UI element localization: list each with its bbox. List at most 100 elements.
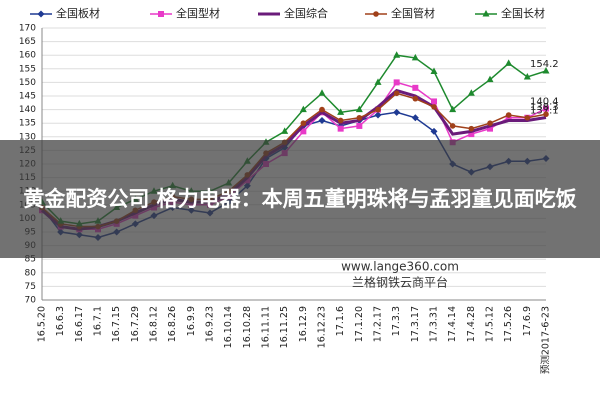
x-tick-label: 16.10.14 bbox=[223, 306, 234, 348]
marker bbox=[449, 105, 457, 113]
x-tick-label: 16.11.25 bbox=[279, 306, 290, 348]
value-label: 137.1 bbox=[530, 105, 559, 116]
marker bbox=[158, 11, 164, 17]
marker bbox=[373, 11, 379, 17]
x-tick-label: 16.8.12 bbox=[149, 306, 160, 342]
y-tick-label: 140 bbox=[19, 105, 36, 115]
marker bbox=[337, 117, 344, 124]
y-tick-label: 70 bbox=[25, 296, 37, 306]
marker bbox=[468, 125, 475, 132]
legend-label: 全国型材 bbox=[176, 6, 220, 20]
x-tick-label: 16.9.9 bbox=[186, 306, 197, 336]
value-label: 138.3 bbox=[530, 102, 559, 113]
marker bbox=[374, 111, 382, 119]
marker bbox=[411, 53, 419, 61]
legend-label: 全国板材 bbox=[56, 6, 100, 20]
x-tick-label: 17.3.31 bbox=[429, 306, 440, 342]
y-tick-label: 85 bbox=[25, 255, 36, 265]
marker bbox=[318, 116, 326, 124]
marker bbox=[430, 67, 438, 75]
marker bbox=[505, 59, 513, 66]
banner-text: 黄金配资公司 格力电器：本周五董明珠将与孟羽童见面吃饭 bbox=[23, 187, 577, 211]
x-tick-label: 16.7.29 bbox=[130, 306, 141, 342]
y-tick-label: 135 bbox=[19, 119, 36, 129]
x-tick-label: 预测2017-6-23 bbox=[541, 306, 552, 374]
marker bbox=[374, 78, 382, 85]
marker bbox=[37, 10, 45, 18]
marker bbox=[430, 127, 438, 135]
y-tick-label: 145 bbox=[19, 92, 36, 102]
y-tick-label: 160 bbox=[19, 51, 36, 61]
marker bbox=[299, 105, 307, 113]
watermark: 兰格钢铁云商平台 bbox=[352, 275, 448, 290]
x-tick-label: 17.3.17 bbox=[410, 306, 421, 342]
marker bbox=[505, 112, 512, 118]
x-tick-label: 16.10.28 bbox=[242, 306, 253, 348]
x-tick-label: 17.1.6 bbox=[335, 306, 346, 336]
value-label: 154.2 bbox=[530, 59, 559, 70]
x-tick-label: 17.5.26 bbox=[503, 306, 514, 342]
x-tick-label: 17.6.9 bbox=[522, 306, 533, 336]
marker bbox=[412, 95, 419, 102]
marker bbox=[468, 131, 475, 138]
marker bbox=[411, 114, 419, 122]
marker bbox=[431, 98, 437, 105]
marker bbox=[467, 89, 475, 96]
x-tick-label: 16.12.9 bbox=[298, 306, 309, 342]
marker bbox=[487, 120, 493, 126]
y-tick-label: 150 bbox=[19, 78, 36, 88]
marker bbox=[300, 120, 307, 126]
marker bbox=[393, 51, 401, 58]
marker bbox=[542, 66, 550, 74]
marker bbox=[487, 125, 493, 132]
x-tick-label: 16.5.20 bbox=[37, 306, 48, 342]
marker bbox=[393, 90, 400, 97]
x-tick-label: 16.6.3 bbox=[55, 306, 66, 336]
legend-label: 全国管材 bbox=[391, 6, 435, 20]
y-tick-label: 75 bbox=[25, 282, 36, 292]
marker bbox=[412, 84, 419, 91]
x-tick-label: 16.9.23 bbox=[205, 306, 216, 342]
marker bbox=[337, 125, 344, 132]
x-tick-label: 16.7.15 bbox=[111, 306, 122, 342]
x-tick-label: 17.1.20 bbox=[354, 306, 365, 342]
marker bbox=[319, 106, 325, 113]
marker bbox=[449, 123, 456, 129]
marker bbox=[337, 108, 345, 115]
x-tick-label: 17.5.12 bbox=[485, 306, 496, 342]
marker bbox=[393, 108, 401, 116]
value-label: 140.4 bbox=[530, 97, 559, 108]
marker bbox=[356, 114, 363, 121]
x-tick-label: 17.4.14 bbox=[447, 306, 458, 342]
legend-label: 全国综合 bbox=[284, 6, 328, 20]
marker bbox=[300, 128, 307, 135]
marker bbox=[281, 127, 289, 134]
marker bbox=[543, 111, 549, 118]
marker bbox=[375, 106, 381, 113]
y-tick-label: 170 bbox=[19, 24, 36, 34]
marker bbox=[486, 75, 494, 83]
watermark: www.lange360.com bbox=[341, 260, 459, 274]
x-tick-label: 16.8.26 bbox=[167, 306, 178, 342]
marker bbox=[543, 105, 549, 112]
x-tick-label: 16.12.23 bbox=[317, 306, 328, 348]
x-tick-label: 17.3.3 bbox=[391, 306, 402, 336]
marker bbox=[356, 122, 363, 129]
banner: 黄金配资公司 格力电器：本周五董明珠将与孟羽童见面吃饭 bbox=[0, 140, 600, 258]
marker bbox=[524, 114, 531, 121]
marker bbox=[431, 104, 437, 110]
y-tick-label: 165 bbox=[19, 37, 36, 47]
x-tick-label: 16.6.17 bbox=[74, 306, 85, 342]
x-tick-label: 16.11.11 bbox=[261, 306, 272, 348]
y-tick-label: 155 bbox=[19, 64, 36, 74]
x-tick-label: 17.4.28 bbox=[466, 306, 477, 342]
legend-label: 全国长材 bbox=[501, 6, 545, 20]
y-tick-label: 80 bbox=[25, 268, 37, 278]
marker bbox=[482, 10, 490, 17]
x-tick-label: 16.7.1 bbox=[93, 306, 104, 336]
marker bbox=[355, 105, 363, 113]
marker bbox=[523, 72, 531, 80]
marker bbox=[318, 89, 326, 96]
marker bbox=[393, 79, 400, 86]
